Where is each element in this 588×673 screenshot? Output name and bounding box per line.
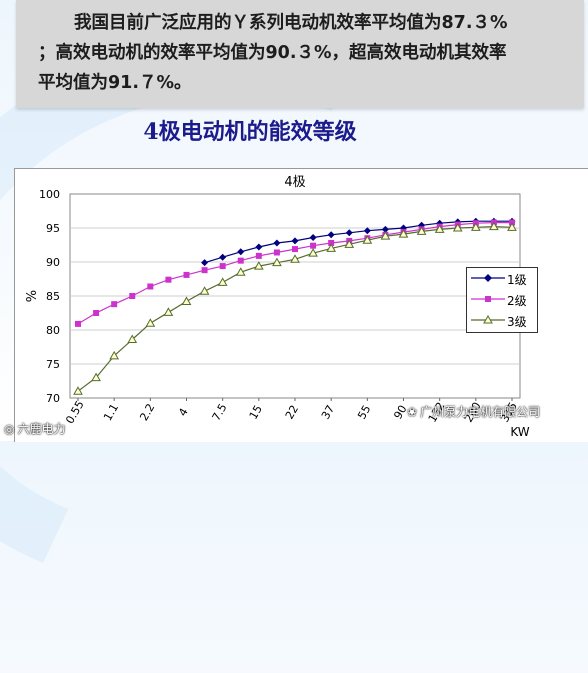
x-tick-2.2: 2.2 <box>137 401 157 423</box>
summary-banner: 我国目前广泛应用的Ｙ系列电动机效率平均值为87.３% ；高效电动机的效率平均值为… <box>16 0 584 108</box>
series-3-point-30 <box>308 248 318 257</box>
series-3-point-3 <box>163 307 174 316</box>
legend-swatch-1 <box>471 274 505 282</box>
banner-line-3: 平均值为91.７%。 <box>38 73 192 93</box>
series-1-point-11 <box>237 248 245 256</box>
series-3-point-315 <box>507 222 517 231</box>
legend-label-3: 3级 <box>507 315 527 329</box>
series-2-point-15 <box>255 252 262 259</box>
series-3-point-1.1 <box>109 350 120 360</box>
chart-legend: 1级 2级 3级 <box>466 267 538 333</box>
series-2-point-18.5 <box>273 249 280 256</box>
watermark-logo-icon: ◎ <box>4 422 15 436</box>
chart-title: 4极 <box>284 175 305 190</box>
watermark-right: ❀ 广州泵力电机有限公司 <box>407 403 540 420</box>
series-3-point-18.5 <box>272 257 282 267</box>
legend-item-2: 2级 <box>467 290 537 310</box>
series-2-point-4 <box>183 271 190 278</box>
y-tick-90: 90 <box>46 256 60 269</box>
banner-line-2: ；高效电动机的效率平均值为90.３%，超高效电动机其效率 <box>38 43 507 63</box>
series-2-point-11 <box>237 257 244 264</box>
series-1-point-7.5 <box>219 253 227 261</box>
series-1-point-18.5 <box>273 239 281 247</box>
y-tick-70: 70 <box>46 392 60 405</box>
y-tick-75: 75 <box>46 358 60 371</box>
x-tick-90: 90 <box>391 403 409 422</box>
x-tick-1.1: 1.1 <box>101 401 121 423</box>
watermark-left: ◎ 六鹿电力 <box>4 420 66 437</box>
series-2-point-5.5 <box>201 267 208 274</box>
watermark-left-text: 六鹿电力 <box>17 422 66 436</box>
series-3-point-250 <box>489 221 499 231</box>
series-1-point-5.5 <box>201 259 209 267</box>
series-3-point-160 <box>452 222 463 232</box>
series-2-point-22 <box>292 246 298 253</box>
y-tick-85: 85 <box>46 290 60 303</box>
legend-item-3: 3级 <box>467 311 537 331</box>
series-3-point-4 <box>181 296 192 305</box>
y-tick-80: 80 <box>46 324 60 337</box>
x-tick-4: 4 <box>176 406 191 419</box>
series-3-point-22 <box>290 254 300 263</box>
series-2-point-1.5 <box>129 293 136 299</box>
legend-label-1: 1级 <box>507 273 527 287</box>
series-2-point-0.55 <box>75 320 81 327</box>
series-1-point-15 <box>255 243 263 251</box>
series-1-point-45 <box>345 229 353 237</box>
efficiency-chart: 70 75 80 85 90 95 100 0.55 1.1 2.2 4 7.5 15 22 37 55 90 1… <box>25 175 530 439</box>
legend-swatch-3 <box>471 314 505 324</box>
series-3-point-90 <box>398 229 409 238</box>
x-tick-55: 55 <box>355 403 373 422</box>
legend-item-1: 1级 <box>467 269 537 289</box>
y-axis-label: % <box>25 290 40 302</box>
x-tick-37: 37 <box>319 403 337 422</box>
series-1-point-22 <box>291 237 299 245</box>
series-1-point-37 <box>327 231 335 239</box>
banner-line-1: 我国目前广泛应用的Ｙ系列电动机效率平均值为87.３% <box>74 13 508 33</box>
x-tick-15: 15 <box>247 403 265 422</box>
series-3-point-55 <box>362 235 373 244</box>
series-3-point-2.2 <box>145 318 156 327</box>
series-3-point-11 <box>235 267 246 276</box>
series-3-point-15 <box>253 261 264 270</box>
series-3-point-37 <box>326 243 337 252</box>
series-3-point-75 <box>380 231 391 240</box>
x-tick-7.5: 7.5 <box>210 401 230 423</box>
legend-swatch-2 <box>471 296 505 302</box>
wechat-icon: ❀ <box>407 405 418 419</box>
series-2-point-2.2 <box>147 283 154 290</box>
series-1-point-75 <box>381 225 389 233</box>
x-axis-label: KW <box>510 425 529 439</box>
series-1-point-30 <box>309 234 317 242</box>
legend-label-2: 2级 <box>507 294 527 308</box>
series-2-point-0.75 <box>93 310 100 316</box>
y-tick-95: 95 <box>46 222 60 235</box>
series-2-point-30 <box>310 242 317 249</box>
y-tick-100: 100 <box>39 188 60 201</box>
series-2-point-7.5 <box>219 263 226 270</box>
slide-heading: 4极电动机的能效等级 <box>143 119 357 145</box>
series-3-point-1.5 <box>127 334 138 344</box>
series-3-point-45 <box>344 239 355 248</box>
series-3-point-0.75 <box>91 372 101 382</box>
x-tick-22: 22 <box>283 403 301 422</box>
series-3-point-5.5 <box>199 286 210 295</box>
series-2-point-37 <box>328 239 335 246</box>
series-3-point-7.5 <box>217 277 228 286</box>
watermark-right-text: 广州泵力电机有限公司 <box>420 405 541 419</box>
series-3-point-0.55 <box>73 386 83 395</box>
series-2-point-3 <box>165 276 172 283</box>
series-3-point-200 <box>470 222 481 231</box>
series-3-point-132 <box>434 224 445 233</box>
series-2-point-1.1 <box>111 301 118 308</box>
series-1-point-55 <box>363 227 371 235</box>
series-3-point-110 <box>416 226 427 235</box>
x-tick-0.55: 0.55 <box>63 398 87 426</box>
